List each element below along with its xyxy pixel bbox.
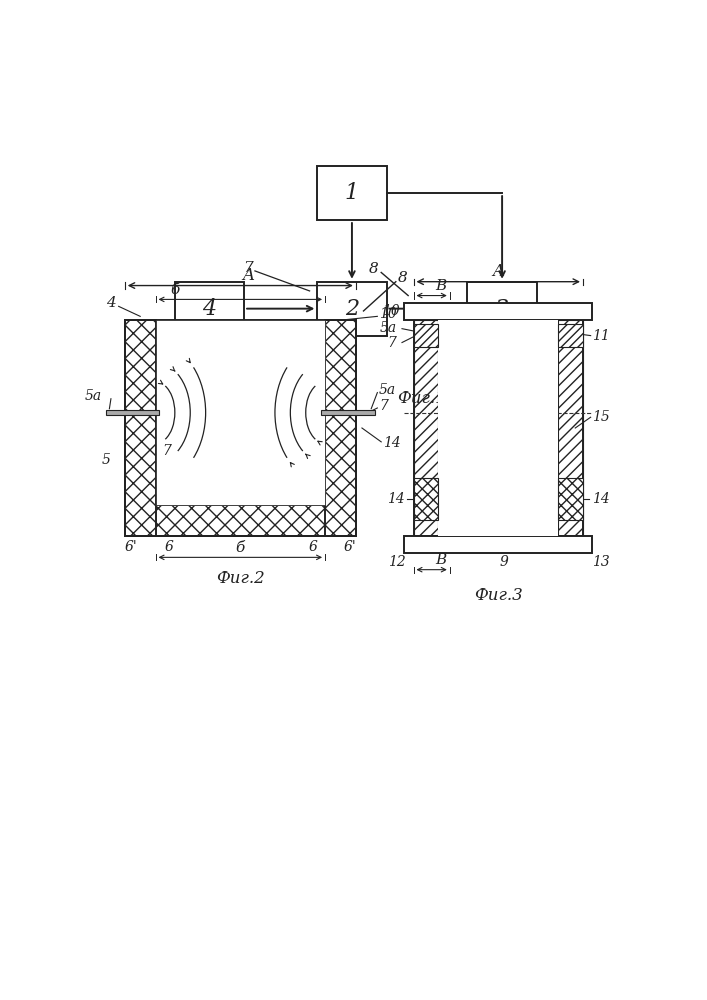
Text: 5а: 5а [379, 382, 396, 396]
Text: A: A [492, 263, 504, 280]
Bar [317, 166, 387, 220]
Text: 6': 6' [344, 540, 356, 554]
Text: 13: 13 [592, 555, 610, 569]
Text: 9: 9 [500, 555, 509, 569]
Bar [404, 536, 592, 553]
Text: 7: 7 [243, 261, 253, 275]
Text: 6': 6' [124, 540, 137, 554]
Bar [156, 320, 325, 505]
Text: б: б [235, 541, 245, 555]
Text: 11: 11 [592, 329, 610, 343]
Bar [175, 282, 244, 336]
Text: 1: 1 [345, 182, 359, 204]
Bar [105, 410, 160, 415]
Text: 10: 10 [379, 307, 397, 321]
Text: 8: 8 [398, 271, 408, 285]
Text: б: б [170, 283, 180, 297]
Bar [321, 410, 375, 415]
Text: 14: 14 [387, 492, 404, 506]
Text: 15: 15 [592, 410, 610, 424]
Text: 4: 4 [106, 296, 115, 310]
Text: 5: 5 [102, 453, 111, 467]
Text: 8: 8 [369, 262, 379, 276]
Text: 5а: 5а [380, 321, 397, 335]
Text: 5а: 5а [85, 389, 102, 403]
Text: Фиг.1: Фиг.1 [397, 390, 445, 407]
Bar [125, 505, 356, 536]
Text: Фиг.2: Фиг.2 [216, 570, 264, 587]
Bar [559, 320, 583, 536]
Text: B: B [436, 279, 447, 293]
Text: 4: 4 [202, 298, 216, 320]
Text: 6: 6 [165, 540, 174, 554]
Bar [414, 320, 438, 536]
Text: 6: 6 [309, 540, 318, 554]
Bar [404, 303, 592, 320]
Text: Фиг.3: Фиг.3 [474, 587, 522, 604]
Bar [414, 324, 438, 347]
Text: 10: 10 [382, 304, 399, 318]
Bar [125, 320, 156, 536]
Text: B: B [436, 553, 447, 567]
Bar [559, 478, 583, 520]
Text: 14: 14 [382, 436, 400, 450]
Text: 7: 7 [379, 399, 387, 413]
Bar [325, 320, 356, 536]
Text: 7: 7 [163, 444, 172, 458]
Text: 2: 2 [345, 298, 359, 320]
Bar [467, 282, 537, 336]
Text: A: A [242, 267, 254, 284]
Text: 14: 14 [592, 492, 610, 506]
Bar [559, 324, 583, 347]
Text: 3: 3 [495, 298, 509, 320]
Text: 7: 7 [387, 336, 397, 350]
Bar [317, 282, 387, 336]
Text: 12: 12 [388, 555, 406, 569]
Bar [414, 478, 438, 520]
Text: 7: 7 [253, 353, 263, 367]
Bar [438, 320, 559, 536]
